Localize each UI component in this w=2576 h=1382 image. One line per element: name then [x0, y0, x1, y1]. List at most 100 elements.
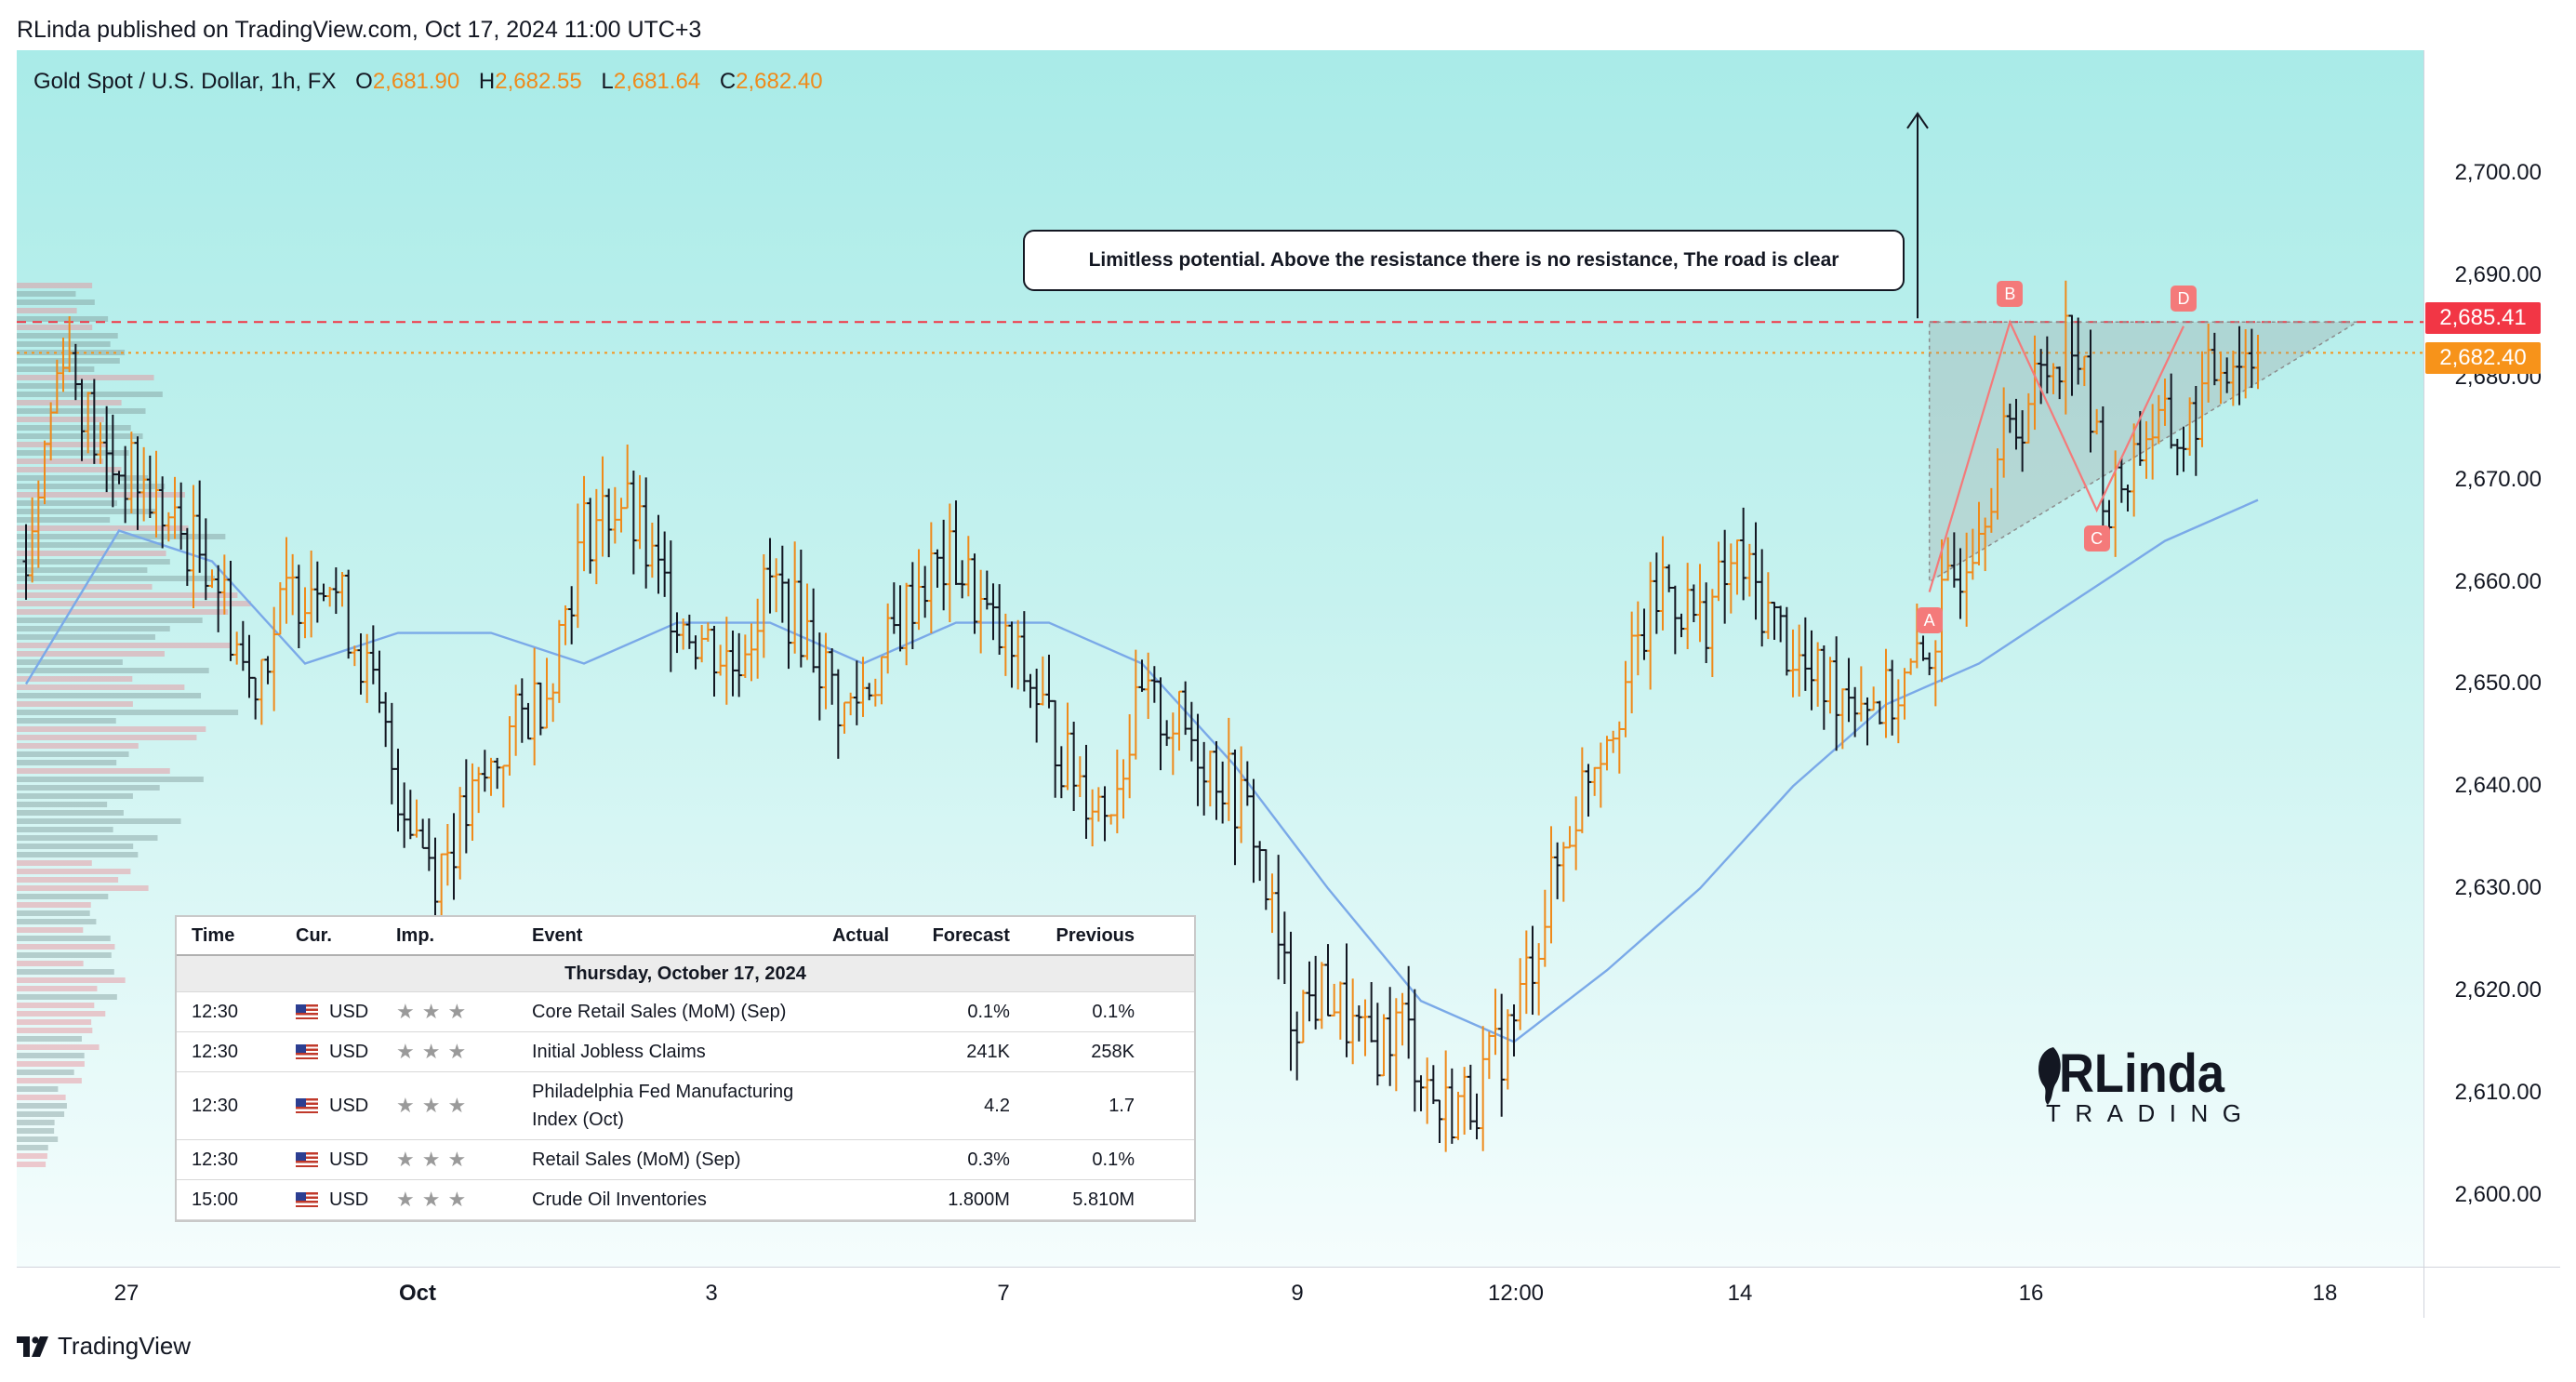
- table-row[interactable]: 12:30 USD ★★★ Initial Jobless Claims 241…: [177, 1031, 1194, 1072]
- ohlc-bar: [233, 631, 241, 665]
- volume-profile-bar: [17, 701, 133, 707]
- ohlc-bar: [1064, 702, 1071, 791]
- volume-profile-bar: [17, 283, 93, 288]
- ohlc-bar: [1808, 630, 1815, 711]
- ohlc-bar: [698, 624, 706, 663]
- row-actual: [811, 1139, 910, 1180]
- volume-profile-bar: [17, 1111, 65, 1117]
- price-axis-label: 2,660.00: [2454, 568, 2542, 594]
- triangle-pattern: [1928, 321, 2360, 583]
- ohlc-bar: [1876, 700, 1883, 724]
- ohlc-bar: [692, 635, 699, 670]
- ohlc-bar: [1442, 1050, 1450, 1152]
- volume-profile-bar: [17, 1120, 55, 1125]
- tradingview-brand[interactable]: TradingView: [17, 1332, 191, 1361]
- ohlc-bar: [1560, 842, 1567, 902]
- table-row[interactable]: 12:30 USD ★★★ Philadelphia Fed Manufactu…: [177, 1071, 1194, 1140]
- ohlc-bar: [246, 634, 253, 698]
- price-chart: [17, 112, 2423, 1167]
- table-row[interactable]: 15:00 USD ★★★ Crude Oil Inventories 1.80…: [177, 1179, 1194, 1220]
- ohlc-bar: [1294, 1011, 1301, 1081]
- ohlc-bar: [748, 623, 755, 682]
- ohlc-bar: [1057, 746, 1065, 799]
- ohlc-bar: [432, 837, 439, 921]
- ohlc-bar: [406, 790, 414, 840]
- ohlc-bar: [1852, 686, 1859, 738]
- ohlc-bar: [816, 632, 823, 721]
- ohlc-bar: [754, 598, 762, 679]
- volume-profile-bar: [17, 1011, 106, 1017]
- col-time: Time: [177, 917, 281, 956]
- ohlc-bar: [643, 477, 650, 589]
- ohlc-bar: [369, 625, 377, 684]
- ohlc-bar: [1622, 660, 1629, 738]
- ohlc-bar: [1659, 536, 1666, 631]
- ohlc-bar: [506, 716, 513, 776]
- volume-profile-bar: [17, 969, 114, 975]
- ohlc-bar: [252, 676, 259, 720]
- ohlc-bar: [518, 678, 525, 743]
- row-currency: USD: [281, 1031, 381, 1072]
- ohlc-bar: [1089, 789, 1096, 847]
- high-value: 2,682.55: [495, 69, 582, 94]
- volume-profile-bar: [17, 844, 134, 849]
- ohlc-bar: [308, 551, 315, 638]
- volume-profile-bar: [17, 601, 251, 606]
- row-previous: 5.810M: [1029, 1179, 1194, 1220]
- ohlc-bar: [667, 540, 674, 672]
- ohlc-bar: [1188, 701, 1195, 762]
- row-currency: USD: [281, 991, 381, 1032]
- volume-profile-bar: [17, 860, 92, 866]
- brand-label: TradingView: [58, 1332, 192, 1360]
- ohlc-bar: [165, 512, 172, 542]
- row-time: 12:30: [177, 1071, 281, 1140]
- ohlc-bar: [2217, 351, 2224, 405]
- volume-profile-bar: [17, 475, 149, 481]
- ohlc-bar: [1708, 589, 1716, 677]
- row-currency: USD: [281, 1139, 381, 1180]
- ohlc-bar: [1727, 543, 1734, 614]
- volume-profile-bar: [17, 542, 164, 548]
- ohlc-bar: [332, 567, 339, 615]
- ohlc-bar: [1498, 993, 1506, 1117]
- ohlc-bar: [2006, 404, 2013, 433]
- ohlc-bar: [1591, 766, 1599, 796]
- publisher-line: RLinda published on TradingView.com, Oct…: [17, 17, 702, 43]
- ohlc-bar: [376, 650, 383, 713]
- symbol-legend: Gold Spot / U.S. Dollar, 1h, FX O2,681.9…: [33, 69, 823, 95]
- volume-profile-bar: [17, 592, 238, 598]
- ohlc-bar: [227, 561, 234, 661]
- time-axis[interactable]: 27 Oct 3 7 9 12:00 14 16 18: [17, 1267, 2423, 1318]
- ohlc-bar: [122, 445, 129, 524]
- ohlc-bar: [2099, 405, 2106, 533]
- table-row[interactable]: 12:30 USD ★★★ Core Retail Sales (MoM) (S…: [177, 991, 1194, 1032]
- ohlc-bar: [959, 560, 966, 599]
- volume-profile-bar: [17, 618, 203, 623]
- calendar-date: Thursday, October 17, 2024: [177, 955, 1194, 992]
- ohlc-bar: [685, 614, 693, 649]
- ohlc-bar: [1684, 563, 1692, 650]
- ohlc-bar: [903, 582, 910, 666]
- ohlc-bar: [550, 683, 557, 723]
- ohlc-bar: [915, 549, 923, 631]
- ohlc-bar: [1882, 648, 1890, 738]
- ohlc-bar: [1666, 564, 1673, 592]
- price-axis[interactable]: 2,600.00 2,610.00 2,620.00 2,630.00 2,640.00…: [2423, 50, 2560, 1267]
- ohlc-bar: [673, 612, 681, 654]
- volume-profile-bar: [17, 425, 131, 431]
- ohlc-bar: [841, 701, 848, 734]
- volume-profile-bar: [17, 392, 163, 397]
- ohlc-bar: [1950, 532, 1958, 588]
- ohlc-bar: [2205, 323, 2212, 403]
- ohlc-bar: [599, 456, 606, 557]
- volume-profile-bar: [17, 1044, 100, 1050]
- annotation-callout[interactable]: Limitless potential. Above the resistanc…: [1023, 230, 1905, 291]
- ohlc-bar: [512, 684, 520, 756]
- ohlc-bar: [1485, 1031, 1493, 1080]
- ohlc-bar: [499, 764, 507, 808]
- table-row[interactable]: 12:30 USD ★★★ Retail Sales (MoM) (Sep) 0…: [177, 1139, 1194, 1180]
- ohlc-bar: [1243, 761, 1251, 806]
- ohlc-bar: [41, 440, 48, 505]
- ohlc-bar: [2168, 373, 2175, 449]
- ohlc-bar: [1387, 987, 1394, 1086]
